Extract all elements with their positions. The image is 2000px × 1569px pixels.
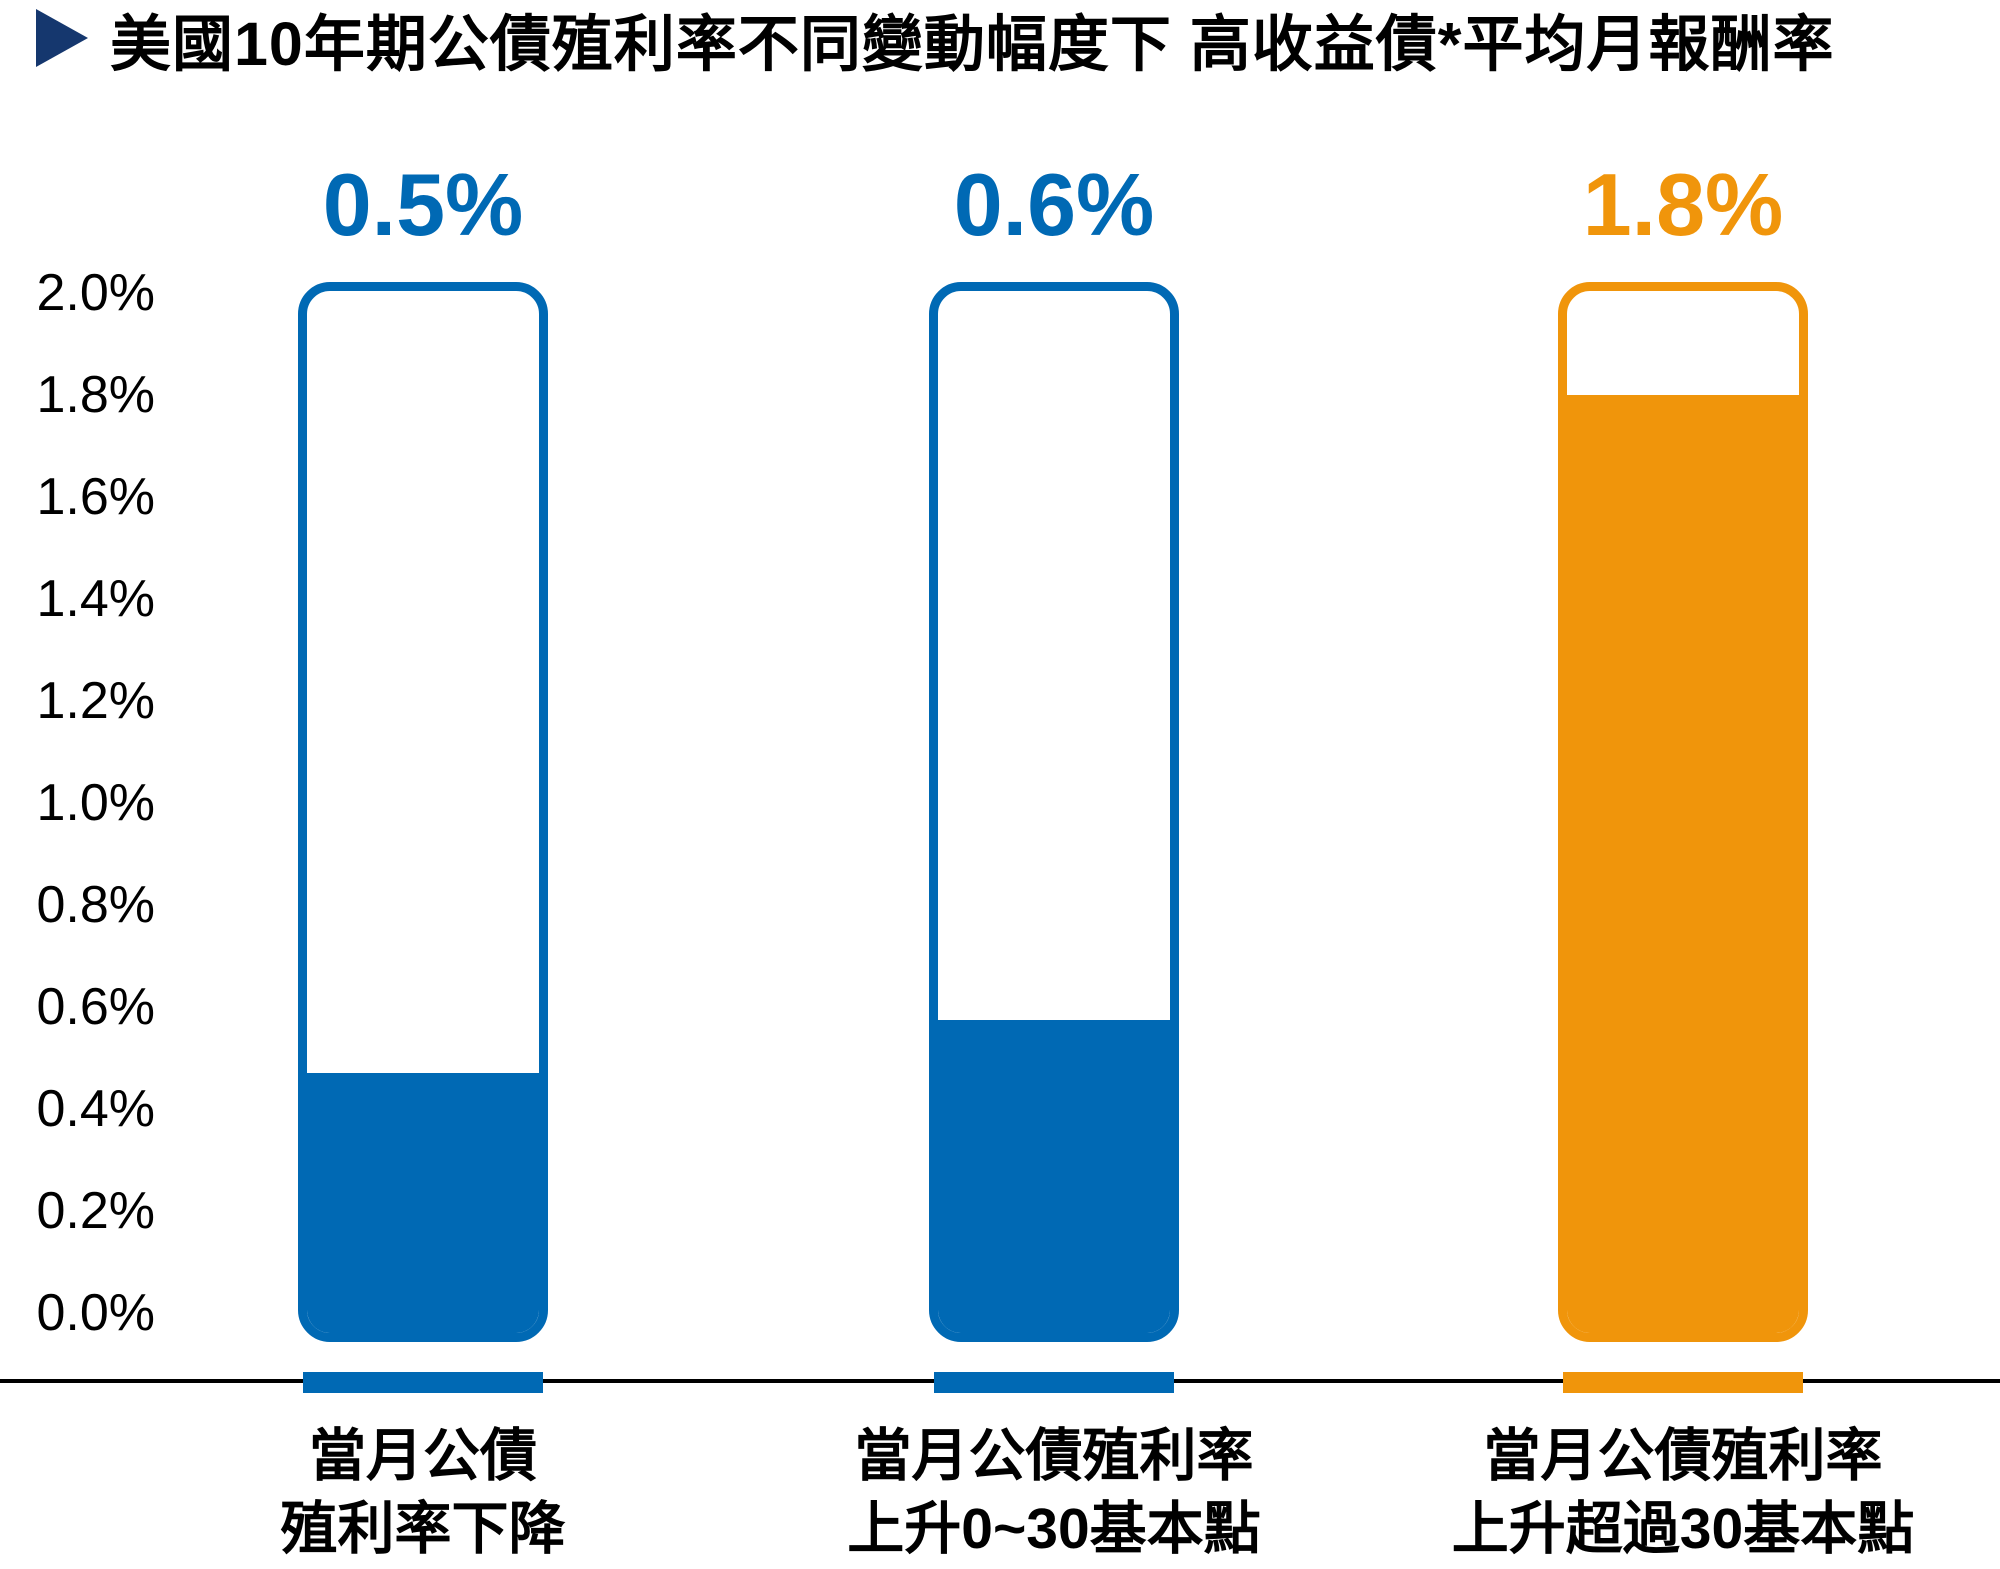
bar-category-label: 當月公債殖利率 上升超過30基本點 (1343, 1420, 2000, 1566)
bar-category-line1: 當月公債殖利率 (854, 1424, 1254, 1488)
y-axis-tick-label: 0.4% (36, 1080, 155, 1138)
bar-group-yield-up-0-30bp: 0.6% 當月公債殖利率 上升0~30基本點 (847, 0, 1260, 1569)
bar-fill (307, 1072, 539, 1333)
bar-value-label: 1.8% (1582, 155, 1784, 254)
y-axis-tick-label: 1.4% (36, 570, 155, 628)
y-axis-tick-label: 1.8% (36, 366, 155, 424)
bar-category-line1: 當月公債 (309, 1424, 537, 1488)
y-axis-tick-label: 2.0% (36, 264, 155, 322)
bar-category-line1: 當月公債殖利率 (1483, 1424, 1883, 1488)
chart-title-row: 美國10年期公債殖利率不同變動幅度下 高收益債*平均月報酬率 (36, 2, 1835, 78)
y-axis-tick-label: 0.6% (36, 978, 155, 1036)
bar-base-strip (1563, 1372, 1803, 1393)
bar-group-yield-down: 0.5% 當月公債 殖利率下降 (281, 0, 566, 1569)
y-axis-tick-label: 1.0% (36, 774, 155, 832)
bar-group-yield-up-over-30bp: 1.8% 當月公債殖利率 上升超過30基本點 (1452, 0, 1914, 1569)
y-axis-tick-label: 1.6% (36, 468, 155, 526)
bar-category-label: 當月公債 殖利率下降 (83, 1420, 763, 1566)
chart-title: 美國10年期公債殖利率不同變動幅度下 高收益債*平均月報酬率 (110, 9, 1835, 78)
bar-value-label: 0.6% (953, 155, 1155, 254)
bar-base-strip (934, 1372, 1174, 1393)
bar-base-strip (303, 1372, 543, 1393)
bar-fill (938, 1020, 1170, 1333)
y-axis-tick-label: 0.0% (36, 1284, 155, 1342)
y-axis-tick-label: 0.8% (36, 876, 155, 934)
bar-category-line2: 殖利率下降 (280, 1497, 566, 1561)
bar-outline (929, 282, 1179, 1342)
bar-outline (1558, 282, 1808, 1342)
y-axis-tick-label: 1.2% (36, 672, 155, 730)
y-axis-tick-label: 0.2% (36, 1182, 155, 1240)
bar-outline (298, 282, 548, 1342)
bar-category-label: 當月公債殖利率 上升0~30基本點 (714, 1420, 1394, 1566)
bar-value-label: 0.5% (322, 155, 524, 254)
bar-fill (1567, 395, 1799, 1333)
bar-category-line2: 上升超過30基本點 (1451, 1497, 1915, 1561)
triangle-right-icon (36, 9, 88, 67)
bar-category-line2: 上升0~30基本點 (847, 1497, 1261, 1561)
